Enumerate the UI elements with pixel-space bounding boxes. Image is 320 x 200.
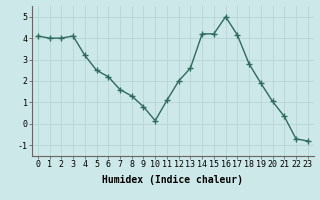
X-axis label: Humidex (Indice chaleur): Humidex (Indice chaleur) <box>102 175 243 185</box>
